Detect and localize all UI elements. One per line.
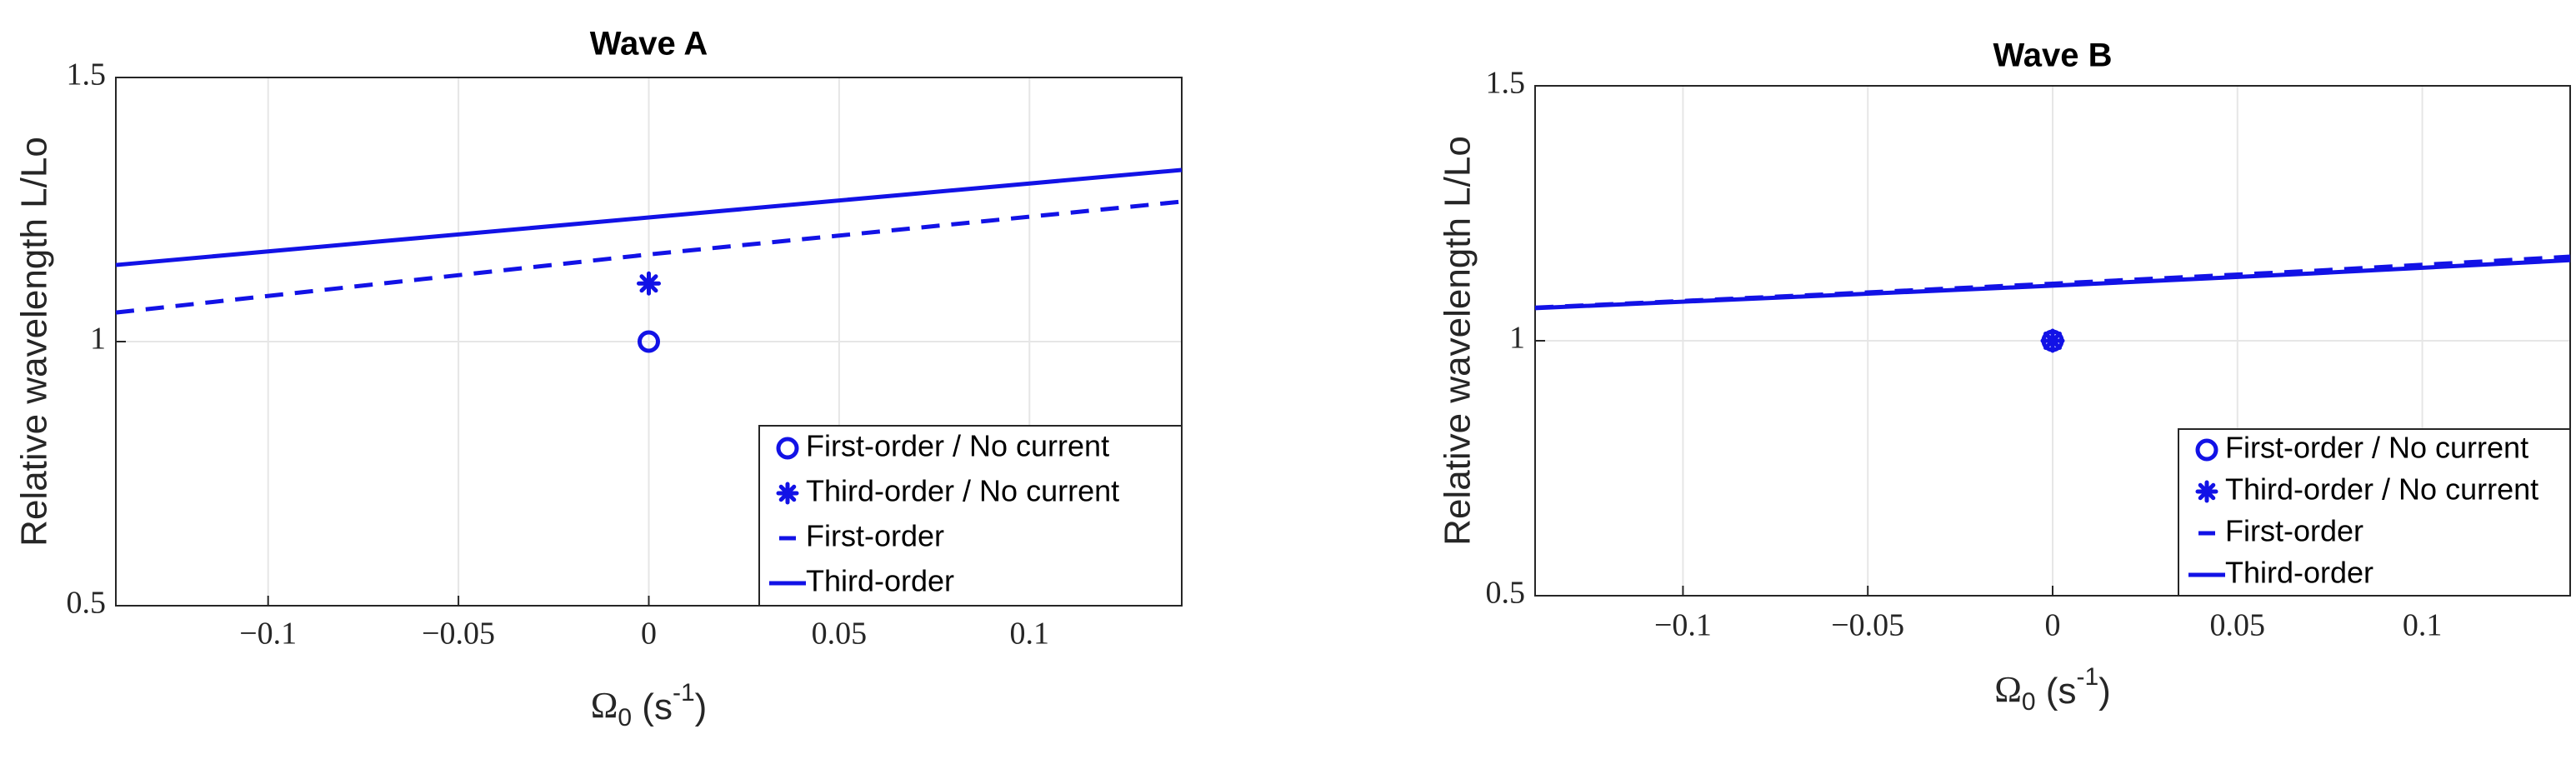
x-label-part: (s [632, 687, 673, 727]
legend-label: First-order [2225, 514, 2363, 548]
x-tick-label: −0.1 [1654, 608, 1712, 643]
star-stroke [639, 274, 658, 293]
star-stroke [2043, 332, 2062, 350]
legend-box [2178, 428, 2571, 597]
y-tick-label: 1 [90, 322, 106, 357]
y-axis-label: Relative wavelength L/Lo [1438, 136, 1478, 546]
marker-circle [638, 330, 660, 353]
y-tick-label: 1.5 [1486, 66, 1526, 101]
x-tick-label: 0.05 [2210, 608, 2266, 643]
chart-title: Wave A [590, 26, 708, 62]
y-tick-label: 1 [1509, 321, 1525, 356]
x-tick-label: 0.1 [2403, 608, 2443, 643]
legend-label: Third-order / No current [806, 474, 1119, 508]
marker-star [2040, 328, 2065, 353]
x-axis-label: Ω0 (s-1) [591, 679, 708, 732]
x-label-part: -1 [2076, 663, 2098, 691]
marker-circle [2195, 438, 2218, 462]
x-tick-label: 0.05 [812, 617, 868, 652]
marker-star [637, 271, 661, 296]
x-label-part: ) [695, 687, 708, 727]
legend-box [758, 425, 1183, 607]
marker-star [2195, 480, 2218, 503]
x-tick-label: 0.1 [1010, 617, 1050, 652]
y-tick-label: 0.5 [1486, 576, 1526, 611]
y-tick-label: 1.5 [67, 57, 107, 92]
x-label-part: 0 [2022, 688, 2036, 716]
series-line [115, 167, 1183, 267]
star-stroke [2198, 482, 2216, 501]
marker-circle [776, 437, 799, 460]
legend-label: Third-order / No current [2225, 472, 2538, 507]
x-tick-label: −0.05 [422, 617, 495, 652]
x-label-part: (s [2036, 671, 2077, 712]
x-tick-label: −0.1 [239, 617, 297, 652]
x-tick-label: 0 [641, 617, 657, 652]
x-tick-label: 0 [2045, 608, 2061, 643]
x-axis-label: Ω0 (s-1) [1994, 663, 2111, 716]
marker-star [776, 482, 799, 505]
x-tick-label: −0.05 [1831, 608, 1904, 643]
plot-frame [115, 77, 1183, 607]
legend-label: First-order / No current [806, 429, 1109, 463]
series-line [1534, 257, 2571, 311]
chart-title: Wave B [1993, 37, 2112, 74]
y-axis-label: Relative wavelength L/Lo [14, 137, 55, 547]
x-label-part: Ω [591, 685, 618, 726]
x-label-part: -1 [673, 679, 695, 707]
star-stroke [778, 484, 797, 502]
legend-label: First-order [806, 519, 944, 553]
legend-label: First-order / No current [2225, 431, 2528, 465]
legend-label: Third-order [806, 564, 954, 598]
legend-label: Third-order [2225, 556, 2373, 590]
y-tick-label: 0.5 [67, 586, 107, 621]
x-label-part: ) [2098, 671, 2111, 712]
x-label-part: 0 [618, 704, 632, 732]
x-label-part: Ω [1994, 669, 2022, 710]
plot-frame [1534, 85, 2571, 597]
